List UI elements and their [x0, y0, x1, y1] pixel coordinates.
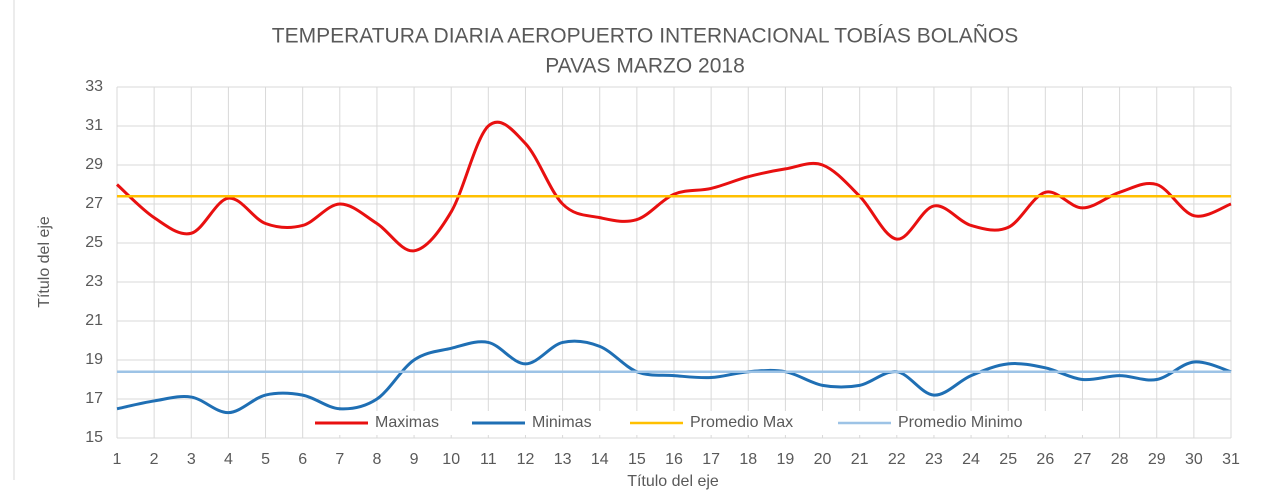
series-line: [116, 339, 1232, 415]
x-tick-label: 4: [224, 451, 233, 468]
x-tick-label: 29: [1148, 451, 1166, 468]
x-tick-label: 12: [517, 451, 535, 468]
y-tick-label: 29: [85, 156, 103, 173]
x-tick-label: 16: [665, 451, 683, 468]
y-tick-label: 27: [85, 195, 103, 212]
x-tick-label: 21: [851, 451, 869, 468]
x-tick-label: 9: [410, 451, 419, 468]
y-tick-label: 15: [85, 429, 103, 446]
chart-title: TEMPERATURA DIARIA AEROPUERTO INTERNACIO…: [272, 24, 1018, 48]
x-tick-label: 19: [777, 451, 795, 468]
y-tick-label: 33: [85, 78, 103, 95]
x-axis-label: Título del eje: [627, 473, 719, 490]
chart-title: PAVAS MARZO 2018: [545, 55, 745, 78]
x-tick-label: 23: [925, 451, 943, 468]
x-tick-label: 1: [113, 451, 122, 468]
legend-background: [305, 411, 1110, 435]
y-tick-label: 17: [85, 390, 103, 407]
legend-label: Maximas: [375, 414, 439, 431]
x-tick-label: 22: [888, 451, 906, 468]
y-tick-label: 19: [85, 351, 103, 368]
x-tick-label: 24: [962, 451, 980, 468]
legend: Maximas Minimas Promedio Max Promedio Minim…: [305, 411, 1110, 435]
x-tick-label: 15: [628, 451, 646, 468]
x-tick-label: 14: [591, 451, 609, 468]
x-tick-label: 7: [335, 451, 344, 468]
x-tick-label: 31: [1222, 451, 1240, 468]
x-tick-label: 25: [999, 451, 1017, 468]
legend-label: Promedio Max: [690, 414, 793, 431]
x-tick-label: 5: [261, 451, 270, 468]
x-tick-label: 11: [480, 451, 497, 468]
x-tick-label: 26: [1036, 451, 1054, 468]
x-tick-label: 13: [554, 451, 572, 468]
x-tick-label: 17: [702, 451, 720, 468]
x-tick-label: 8: [372, 451, 381, 468]
x-tick-label: 20: [814, 451, 832, 468]
x-tick-label: 10: [442, 451, 460, 468]
x-tick-label: 3: [187, 451, 196, 468]
y-tick-label: 23: [85, 273, 103, 290]
y-tick-label: 21: [85, 312, 103, 329]
y-tick-label: 31: [85, 117, 103, 134]
y-tick-label: 25: [85, 234, 103, 251]
x-tick-label: 2: [150, 451, 159, 468]
x-tick-label: 18: [739, 451, 757, 468]
legend-label: Minimas: [532, 414, 592, 431]
x-tick-label: 30: [1185, 451, 1203, 468]
legend-label: Promedio Minimo: [898, 414, 1023, 431]
x-tick-label: 27: [1074, 451, 1092, 468]
x-tick-label: 28: [1111, 451, 1129, 468]
y-axis-label: Título del eje: [36, 216, 53, 308]
x-tick-label: 6: [298, 451, 307, 468]
